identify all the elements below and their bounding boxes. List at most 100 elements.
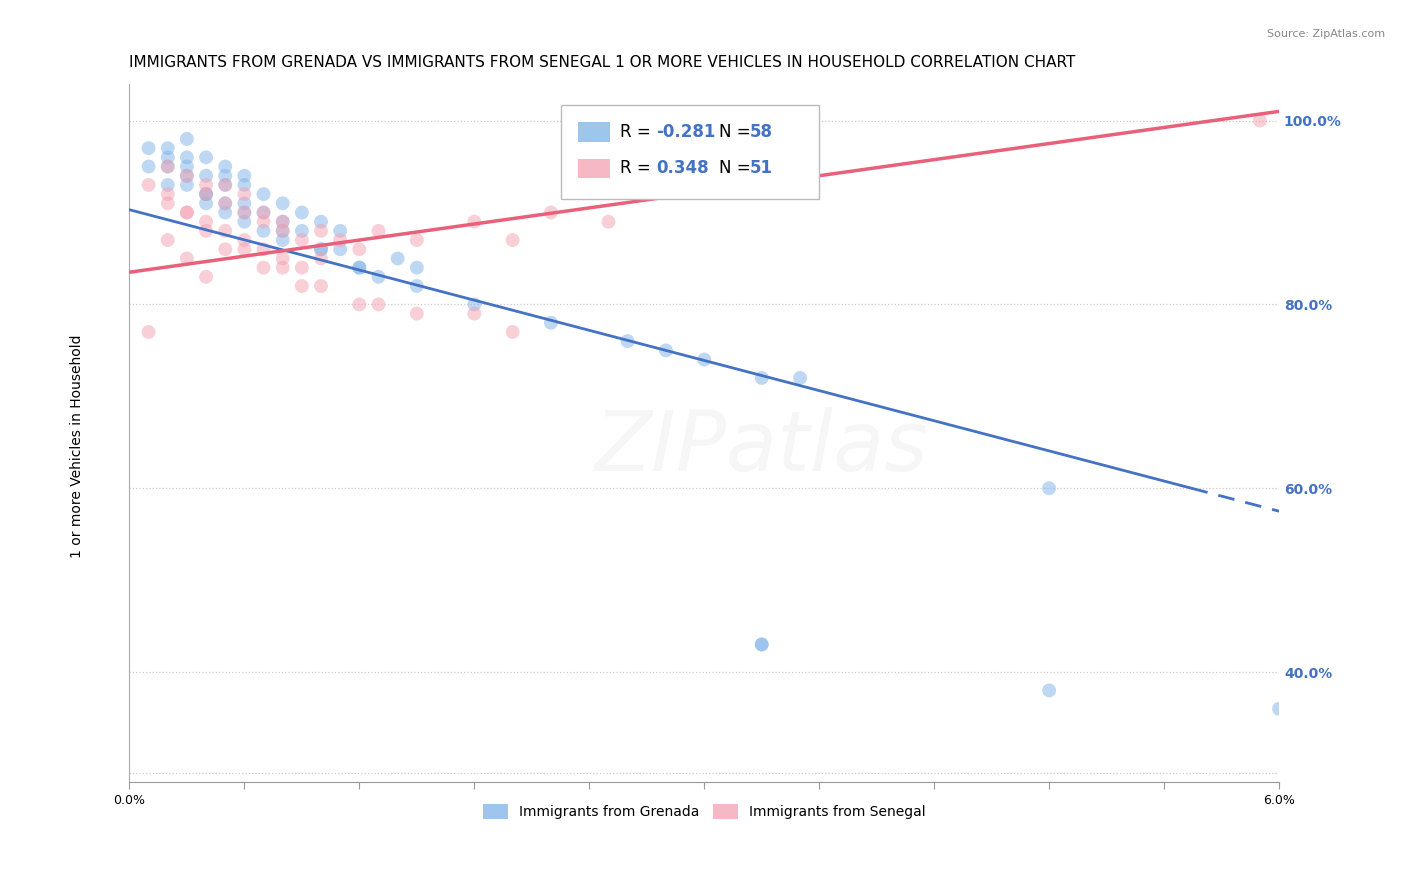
Point bbox=[233, 169, 256, 183]
Point bbox=[176, 169, 198, 183]
Point bbox=[156, 187, 179, 202]
Point bbox=[329, 224, 352, 238]
Text: ZIPatlas: ZIPatlas bbox=[595, 407, 928, 488]
Point bbox=[271, 196, 294, 211]
Point bbox=[195, 178, 218, 192]
Text: Source: ZipAtlas.com: Source: ZipAtlas.com bbox=[1267, 29, 1385, 38]
Point bbox=[195, 150, 218, 164]
Point bbox=[156, 196, 179, 211]
Point bbox=[233, 205, 256, 219]
Point bbox=[195, 196, 218, 211]
Point bbox=[271, 252, 294, 266]
Point bbox=[751, 371, 773, 385]
Point bbox=[463, 307, 485, 321]
Text: 51: 51 bbox=[751, 160, 773, 178]
Point bbox=[1038, 683, 1060, 698]
Point bbox=[252, 215, 274, 229]
Point bbox=[214, 242, 236, 256]
Point bbox=[598, 215, 620, 229]
Point bbox=[349, 242, 371, 256]
Point bbox=[271, 215, 294, 229]
Point bbox=[176, 132, 198, 146]
Point bbox=[195, 187, 218, 202]
Point bbox=[252, 205, 274, 219]
Point bbox=[309, 242, 332, 256]
Point bbox=[271, 233, 294, 247]
Point bbox=[233, 178, 256, 192]
Point bbox=[309, 252, 332, 266]
Point bbox=[252, 242, 274, 256]
Text: 1 or more Vehicles in Household: 1 or more Vehicles in Household bbox=[70, 334, 84, 558]
Text: IMMIGRANTS FROM GRENADA VS IMMIGRANTS FROM SENEGAL 1 OR MORE VEHICLES IN HOUSEHO: IMMIGRANTS FROM GRENADA VS IMMIGRANTS FR… bbox=[129, 55, 1076, 70]
Point bbox=[616, 334, 638, 348]
Point bbox=[1268, 702, 1291, 716]
Point bbox=[214, 160, 236, 174]
Point bbox=[309, 242, 332, 256]
Point bbox=[195, 187, 218, 202]
Text: -0.281: -0.281 bbox=[657, 123, 716, 141]
Point bbox=[195, 169, 218, 183]
Point bbox=[329, 242, 352, 256]
Point bbox=[329, 233, 352, 247]
FancyBboxPatch shape bbox=[578, 159, 610, 178]
Point bbox=[156, 233, 179, 247]
Point bbox=[176, 160, 198, 174]
Point bbox=[176, 150, 198, 164]
Point bbox=[138, 178, 160, 192]
Legend: Immigrants from Grenada, Immigrants from Senegal: Immigrants from Grenada, Immigrants from… bbox=[477, 798, 931, 824]
Point bbox=[195, 187, 218, 202]
Text: 0.348: 0.348 bbox=[657, 160, 709, 178]
Point bbox=[291, 224, 314, 238]
Point bbox=[195, 215, 218, 229]
Point bbox=[655, 343, 678, 358]
Point bbox=[214, 196, 236, 211]
Point bbox=[291, 260, 314, 275]
FancyBboxPatch shape bbox=[578, 122, 610, 142]
Point bbox=[214, 205, 236, 219]
Point bbox=[367, 269, 389, 284]
Point bbox=[540, 316, 562, 330]
Point bbox=[252, 224, 274, 238]
Point bbox=[693, 352, 716, 367]
Point bbox=[233, 242, 256, 256]
Point bbox=[252, 205, 274, 219]
Point bbox=[176, 169, 198, 183]
Text: 58: 58 bbox=[751, 123, 773, 141]
Point bbox=[387, 252, 409, 266]
Point bbox=[214, 196, 236, 211]
Point bbox=[252, 187, 274, 202]
Point bbox=[349, 260, 371, 275]
Point bbox=[195, 224, 218, 238]
Point bbox=[405, 279, 427, 293]
Point bbox=[233, 215, 256, 229]
Point bbox=[271, 260, 294, 275]
Point bbox=[233, 196, 256, 211]
Point bbox=[271, 224, 294, 238]
Point bbox=[233, 187, 256, 202]
Point bbox=[233, 205, 256, 219]
Point bbox=[138, 325, 160, 339]
Point bbox=[138, 160, 160, 174]
Point bbox=[405, 233, 427, 247]
Point bbox=[271, 224, 294, 238]
Point bbox=[214, 169, 236, 183]
Point bbox=[367, 224, 389, 238]
Point bbox=[195, 269, 218, 284]
Point bbox=[271, 215, 294, 229]
Point bbox=[214, 178, 236, 192]
Point bbox=[540, 205, 562, 219]
FancyBboxPatch shape bbox=[561, 104, 820, 199]
Point bbox=[309, 215, 332, 229]
Point bbox=[252, 260, 274, 275]
Point bbox=[291, 279, 314, 293]
Point bbox=[156, 160, 179, 174]
Text: N =: N = bbox=[720, 123, 756, 141]
Point bbox=[176, 205, 198, 219]
Point bbox=[291, 205, 314, 219]
Point bbox=[156, 178, 179, 192]
Point bbox=[1249, 113, 1271, 128]
Text: R =: R = bbox=[620, 160, 657, 178]
Point bbox=[349, 260, 371, 275]
Point bbox=[156, 150, 179, 164]
Point bbox=[291, 233, 314, 247]
